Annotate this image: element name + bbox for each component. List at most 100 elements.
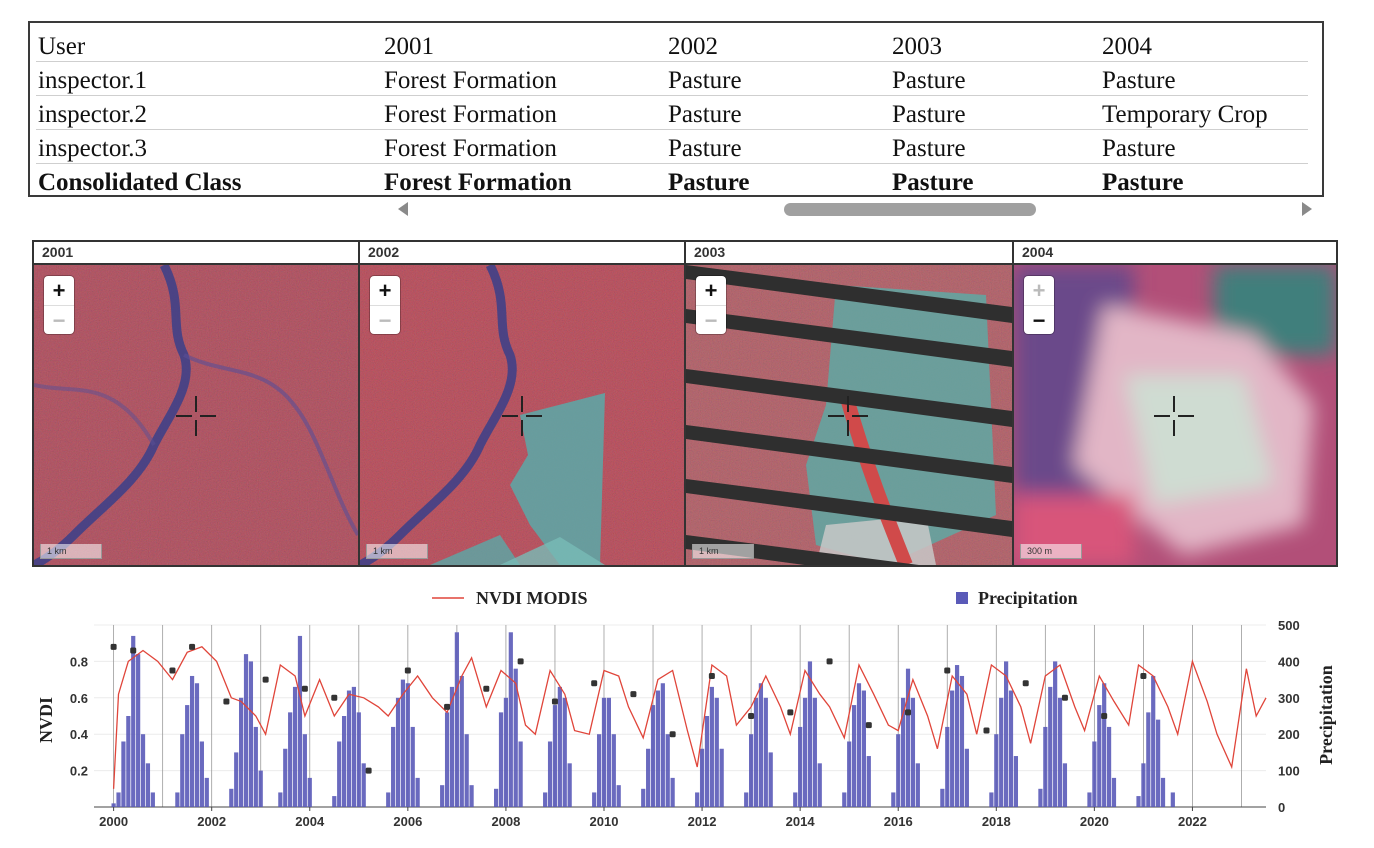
precipitation-bar [346,690,352,807]
table-header-cell: 2003 [892,33,942,60]
x-tick-label: 2016 [884,814,913,829]
precipitation-bar [116,792,121,807]
precipitation-bar [891,792,896,807]
precipitation-bar [744,792,749,807]
precipitation-bar [136,654,141,807]
ndvi-marker [483,685,490,692]
table-cell: inspector.3 [38,135,148,162]
zoom-in-button[interactable]: + [1032,278,1046,303]
precipitation-bar [410,726,415,807]
precipitation-bar [709,686,714,807]
precipitation-bar [905,668,911,807]
precipitation-bar [1106,726,1112,807]
zoom-out-button[interactable]: − [1024,305,1054,335]
precipitation-bar [753,697,759,807]
map-panel-2001[interactable]: 2001 + − 1 km [32,240,360,567]
x-tick-label: 2008 [491,814,520,829]
satellite-image[interactable] [360,265,684,565]
ndvi-marker [1140,672,1147,679]
ndvi-marker [262,676,269,683]
precipitation-bar [459,675,464,807]
zoom-in-button[interactable]: + [378,278,392,303]
map-panel-2003[interactable]: 2003 + [684,240,1014,567]
table-row: inspector.1 Forest Formation Pasture Pas… [36,61,1308,96]
precipitation-bar [866,756,871,807]
table-cell: Pasture [892,101,966,128]
precipitation-bar [405,683,410,807]
ndvi-marker [905,709,912,716]
precipitation-bar [543,792,548,807]
ndvi-marker [223,698,230,705]
scroll-right-arrow-icon[interactable] [1302,202,1312,216]
ndvi-marker [865,722,872,729]
legend-precip-label: Precipitation [978,588,1078,608]
precipitation-bar [812,697,817,807]
satellite-image[interactable] [1014,265,1336,565]
y-left-tick-label: 0.2 [70,764,88,779]
scrollbar-thumb[interactable] [784,203,1036,216]
precipitation-bar [449,686,455,807]
precipitation-bar [140,734,146,807]
table-cell: Pasture [892,135,966,162]
zoom-out-button[interactable]: − [696,305,726,335]
precipitation-bar [749,734,754,807]
ndvi-marker [130,647,137,654]
table-row: inspector.2 Forest Formation Pasture Pas… [36,95,1308,130]
precipitation-bar [189,675,195,807]
consolidated-row: Consolidated Class Forest Formation Past… [36,163,1308,197]
precipitation-bar [1038,788,1043,807]
satellite-image[interactable] [686,265,1012,565]
precipitation-bar [469,785,474,807]
ndvi-marker [189,643,196,650]
table-horizontal-scrollbar[interactable] [398,200,1318,220]
precipitation-bar [386,792,391,807]
precipitation-bar [1057,697,1063,807]
zoom-out-button[interactable]: − [44,305,74,335]
scroll-left-arrow-icon[interactable] [398,202,408,216]
crosshair-icon [176,396,216,436]
map-panel-2004[interactable]: 2004 + − 300 m [1012,240,1338,567]
x-tick-label: 2010 [590,814,619,829]
y-right-tick-label: 200 [1278,727,1300,742]
y-axis-right-label: Precipitation [1316,665,1336,765]
table-cell: Pasture [892,67,966,94]
table-cell: Pasture [668,135,742,162]
precipitation-bar [763,697,768,807]
precipitation-bar [910,697,916,807]
zoom-control: + − [1024,276,1054,334]
zoom-in-button[interactable]: + [704,278,718,303]
ndvi-marker [748,713,755,719]
ndvi-marker [110,643,117,650]
precipitation-bar [258,770,263,807]
precipitation-bar [994,734,999,807]
precipitation-bar [1141,763,1146,807]
precipitation-bar [596,734,602,807]
precipitation-bar [567,763,572,807]
ndvi-marker [444,703,451,710]
precipitation-bar [121,741,126,807]
precipitation-bar [1102,683,1107,807]
precipitation-bar [131,635,136,807]
satellite-image[interactable] [34,265,358,565]
precipitation-bar [234,752,239,807]
table-header-row: User 2001 2002 2003 2004 [36,27,1308,62]
precipitation-bar [646,748,651,807]
table-row: inspector.3 Forest Formation Pasture Pas… [36,129,1308,164]
ndvi-precipitation-chart: NVDI MODIS Precipitation NVDI Precipitat… [36,588,1336,829]
precipitation-bar [361,763,366,807]
zoom-in-button[interactable]: + [52,278,66,303]
precipitation-bar [793,792,798,807]
legend-ndvi-label: NVDI MODIS [476,588,588,608]
table-header-cell: 2004 [1102,33,1152,60]
ndvi-marker [669,731,676,738]
precipitation-bar [278,792,283,807]
table-cell: Pasture [1102,135,1176,162]
map-panel-2002[interactable]: 2002 + − 1 km [358,240,686,567]
precipitation-bar [964,748,969,807]
precipitation-bar [391,726,396,807]
panel-title: 2003 [686,242,1012,265]
panel-title: 2001 [34,242,358,265]
class-table: User 2001 2002 2003 2004 inspector.1 For… [28,21,1324,197]
zoom-out-button[interactable]: − [370,305,400,335]
precipitation-bar [562,697,567,807]
